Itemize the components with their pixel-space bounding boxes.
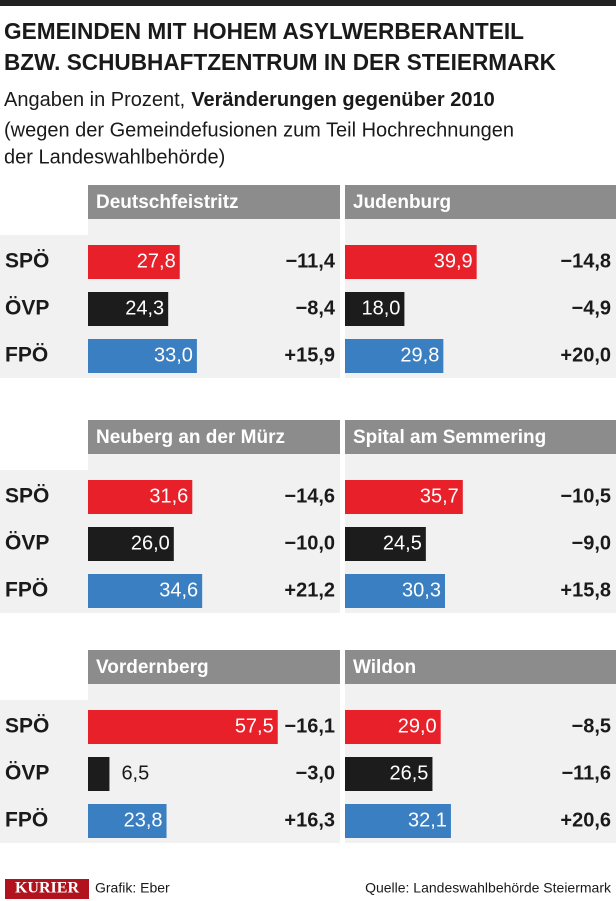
bar [345,527,426,561]
change-label: +15,9 [284,344,335,366]
row-label: ÖVP [5,297,49,320]
bar [345,574,445,608]
panel-title: Deutschfeistritz [96,192,239,213]
change-label: −9,0 [572,532,611,554]
change-label: −11,6 [561,762,611,784]
row-label: ÖVP [5,762,49,785]
bar [345,480,463,514]
value-label: 35,7 [420,485,459,507]
change-label: −4,9 [572,297,611,319]
subtitle-bold: Veränderungen gegenüber 2010 [191,89,494,111]
panel-header [88,650,340,684]
value-label: 32,1 [408,809,447,831]
change-label: −3,0 [296,762,335,784]
value-label: 57,5 [235,715,274,737]
row-label: SPÖ [5,485,49,508]
change-label: +20,0 [560,344,611,366]
row-band [0,470,88,613]
value-label: 24,5 [383,532,422,554]
value-label: 27,8 [137,250,176,272]
row-label: FPÖ [5,344,48,367]
value-label: 33,0 [154,344,193,366]
change-label: +16,3 [284,809,335,831]
row-band [0,700,88,843]
row-band [0,235,88,378]
change-label: −11,4 [285,250,335,272]
bar [345,339,444,373]
title-line: BZW. SCHUBHAFTZENTRUM IN DER STEIERMARK [4,49,556,75]
row-label: SPÖ [5,250,49,273]
bar [88,527,174,561]
top-rule [0,0,616,6]
change-label: −14,6 [284,485,335,507]
bar [88,804,167,838]
change-label: −8,4 [296,297,336,319]
panel-header [88,420,340,454]
panel-title: Spital am Semmering [353,427,546,448]
value-label: 31,6 [149,485,188,507]
bar [345,710,441,744]
panel-title: Neuberg an der Mürz [96,427,285,448]
bar [88,339,197,373]
change-label: −8,5 [572,715,611,737]
brand-box [5,879,89,899]
value-label: 34,6 [159,579,198,601]
bar [88,574,203,608]
row-label: FPÖ [5,809,48,832]
bar [88,480,193,514]
value-label: 39,9 [434,250,473,272]
note-line: (wegen der Gemeindefusionen zum Teil Hoc… [4,119,514,141]
change-label: −14,8 [560,250,611,272]
subtitle: Angaben in Prozent, Veränderungen gegenüb… [4,89,495,111]
value-label: 23,8 [124,809,163,831]
source: Quelle: Landeswahlbehörde Steiermark [365,880,612,896]
row-label: SPÖ [5,715,49,738]
bar [345,757,433,791]
value-label: 30,3 [402,579,441,601]
change-label: −10,5 [560,485,611,507]
row-label: FPÖ [5,579,48,602]
row-label: ÖVP [5,532,49,555]
brand: KURIER [15,880,79,897]
value-label: 6,5 [121,762,149,784]
bar [88,245,180,279]
note-line: der Landeswahlbehörde) [4,146,225,168]
panel-title: Vordernberg [96,657,209,678]
value-label: 18,0 [361,297,400,319]
change-label: −16,1 [284,715,335,737]
title-line: GEMEINDEN MIT HOHEM ASYLWERBERANTEIL [4,18,524,44]
value-label: 24,3 [125,297,164,319]
value-label: 26,5 [390,762,429,784]
panel-header [345,185,616,219]
panel-header [345,650,616,684]
change-label: +15,8 [560,579,611,601]
panel-title: Judenburg [353,192,451,213]
bar [345,245,477,279]
panel-title: Wildon [353,657,416,678]
subtitle-prefix: Angaben in Prozent, [4,89,185,111]
value-label: 29,8 [400,344,439,366]
bar [345,804,451,838]
change-label: +20,6 [560,809,611,831]
panel-header [88,185,340,219]
value-label: 26,0 [131,532,170,554]
bar [88,292,169,326]
change-label: +21,2 [284,579,335,601]
change-label: −10,0 [284,532,335,554]
panel-header [345,420,616,454]
bar [345,292,405,326]
credit: Grafik: Eber [95,880,170,896]
bar [88,757,110,791]
value-label: 29,0 [398,715,437,737]
bar [88,710,278,744]
